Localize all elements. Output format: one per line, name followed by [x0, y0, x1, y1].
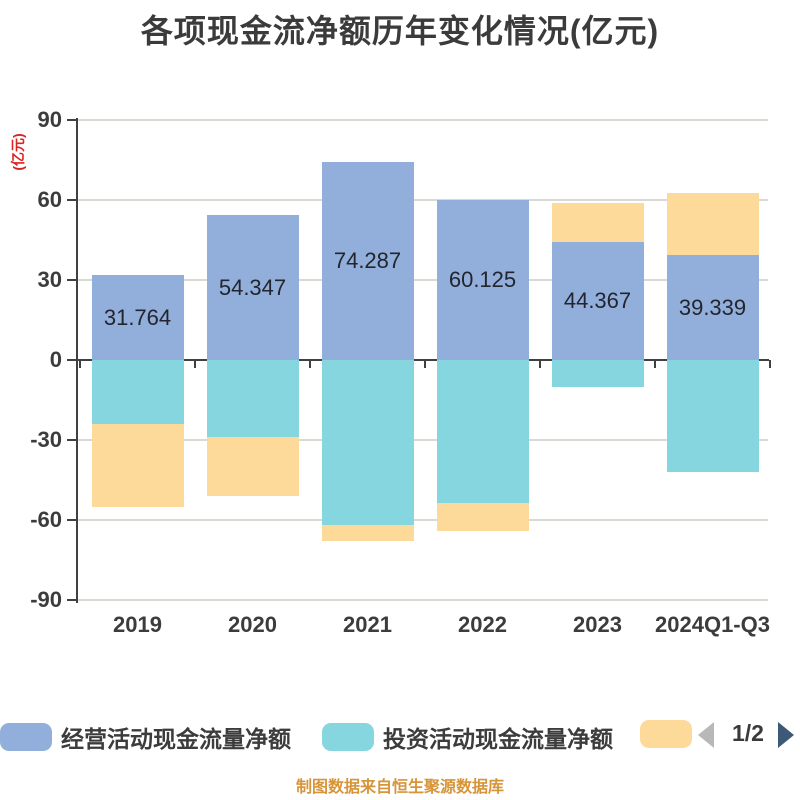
bar-segment-2019-series2: [91, 424, 184, 507]
y-axis-tick-label: -90: [30, 587, 62, 612]
y-axis-tick: [67, 119, 77, 121]
bar-segment-2021-series2: [321, 525, 414, 542]
legend-label-investing: 投资活动现金流量净额: [383, 726, 613, 752]
legend-item-operating[interactable]: 经营活动现金流量净额: [0, 720, 291, 754]
y-axis-tick: [67, 519, 77, 521]
bar-segment-2022-series2: [436, 502, 529, 531]
y-axis-tick-label: -60: [30, 507, 62, 532]
footer-note: 制图数据来自恒生聚源数据库: [295, 779, 504, 796]
gridline-30: [78, 279, 768, 281]
bar-value-label: 74.287: [333, 247, 402, 273]
x-axis-tick: [78, 360, 81, 368]
y-axis-tick-label: 90: [37, 107, 62, 132]
x-axis-label: 2020: [228, 612, 277, 637]
bar-value-label: 31.764: [103, 304, 172, 330]
bar-segment-2020-series1: [206, 360, 299, 438]
bar-segment-2024Q1-Q3-series0: [666, 255, 759, 360]
x-axis-label: 2024Q1-Q3: [655, 612, 770, 637]
legend-prev-page-arrow-icon[interactable]: [698, 722, 714, 748]
bar-segment-2024Q1-Q3-series2: [666, 192, 759, 256]
legend-label-operating: 经营活动现金流量净额: [61, 726, 291, 752]
y-axis-line: [76, 118, 78, 603]
legend-next-page-arrow-icon[interactable]: [778, 722, 794, 748]
y-axis-tick-label: 0: [49, 347, 62, 372]
legend-item-financing[interactable]: [640, 720, 701, 748]
bar-value-label: 39.339: [678, 294, 747, 320]
gridline--60: [78, 519, 768, 521]
legend-swatch-investing: [322, 723, 374, 751]
x-axis-label: 2022: [458, 612, 507, 637]
bar-segment-2022-series0: [436, 199, 529, 360]
x-axis-label: 2023: [573, 612, 622, 637]
plot-area: 90 60 30 0 -30 -60 -90 31.764 2019 54.347 2020 74.2…: [30, 107, 771, 637]
gridline-60: [78, 199, 768, 201]
legend-item-investing[interactable]: 投资活动现金流量净额: [322, 720, 613, 754]
x-axis-label: 2019: [113, 612, 162, 637]
bar-segment-2022-series1: [436, 360, 529, 503]
x-axis-tick: [538, 360, 541, 368]
bar-value-label: 60.125: [448, 266, 517, 292]
y-axis-tick: [67, 599, 77, 601]
legend-swatch-operating: [0, 723, 52, 751]
legend-page-indicator: 1/2: [732, 720, 764, 746]
bar-value-label: 54.347: [218, 274, 287, 300]
gridline--30: [78, 439, 768, 441]
y-axis-tick: [67, 199, 77, 201]
bar-segment-2023-series2: [551, 202, 644, 242]
bar-segment-2020-series0: [206, 215, 299, 360]
x-axis-tick: [193, 360, 196, 368]
bar-segment-2023-series0: [551, 241, 644, 360]
y-axis-tick-label: -30: [30, 427, 62, 452]
x-axis-tick: [423, 360, 426, 368]
x-axis-tick: [653, 360, 656, 368]
chart-title: 各项现金流净额历年变化情况(亿元): [140, 13, 660, 49]
bar-segment-2024Q1-Q3-series1: [666, 360, 759, 472]
y-axis-tick: [67, 279, 77, 281]
x-axis-tick: [768, 360, 771, 368]
bar-segment-2020-series2: [206, 437, 299, 496]
bar-segment-2019-series1: [91, 360, 184, 424]
y-axis-tick: [67, 359, 77, 361]
y-axis-tick-label: 60: [37, 187, 62, 212]
gridline--90: [78, 599, 768, 601]
gridline-90: [78, 119, 768, 121]
x-axis-label: 2021: [343, 612, 392, 637]
legend-swatch-financing: [640, 720, 692, 748]
bar-value-label: 44.367: [563, 287, 632, 313]
bar-segment-2023-series1: [551, 360, 644, 387]
y-axis-tick: [67, 439, 77, 441]
y-axis-tick-label: 30: [37, 267, 62, 292]
x-axis-tick: [308, 360, 311, 368]
bar-segment-2021-series1: [321, 360, 414, 526]
bar-segment-2021-series0: [321, 161, 414, 360]
bar-segment-2019-series0: [91, 275, 184, 360]
